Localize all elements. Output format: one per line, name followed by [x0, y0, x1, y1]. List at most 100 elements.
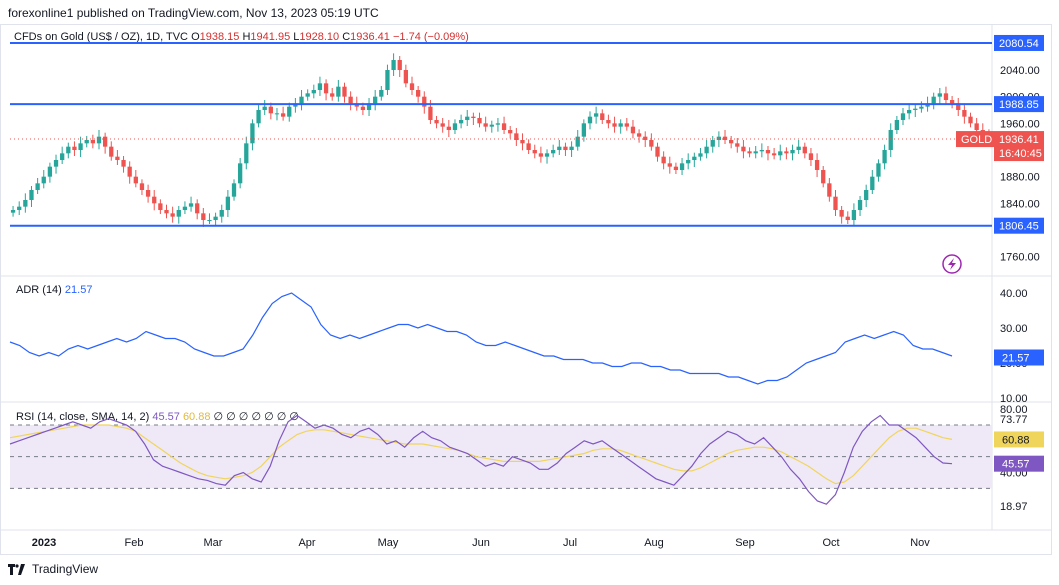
candle-body — [581, 123, 587, 137]
candle-body — [385, 70, 390, 90]
candle-body — [802, 146, 807, 154]
candle-body — [280, 113, 286, 117]
candle-body — [471, 116, 476, 118]
adr-value-badge — [994, 349, 1044, 366]
candle-body — [630, 126, 636, 134]
candle-body — [428, 106, 433, 120]
candle-body — [133, 176, 138, 184]
candle-body — [434, 120, 439, 124]
lightning-icon — [942, 254, 962, 274]
candle-body — [422, 96, 427, 107]
candle-body — [115, 156, 120, 160]
candle-body — [962, 110, 967, 117]
candle-body — [477, 118, 482, 124]
candle-body — [409, 83, 415, 90]
candle-body — [729, 140, 734, 144]
adr-value-label: 21.57 — [1002, 353, 1030, 365]
candle-body — [532, 150, 537, 154]
footer-brand: TradingView — [8, 562, 98, 576]
candle-body — [17, 206, 22, 210]
candle-body — [808, 153, 814, 160]
time-axis-label: Apr — [298, 537, 315, 549]
candle-body — [238, 163, 243, 184]
candle-body — [415, 90, 421, 97]
candle-body — [201, 213, 206, 220]
candle-body — [317, 83, 323, 90]
candle-body — [440, 123, 445, 127]
candle-body — [857, 200, 863, 210]
rsi-ma-value-label: 60.88 — [1002, 434, 1030, 446]
candle-body — [90, 140, 96, 144]
time-axis-label: Aug — [644, 537, 664, 549]
candle-body — [219, 210, 224, 217]
candle-body — [465, 116, 470, 120]
level-price-label: 2080.54 — [999, 38, 1039, 50]
candle-body — [876, 163, 881, 177]
candle-body — [692, 156, 697, 160]
adr-tick-label: 40.00 — [1000, 288, 1028, 300]
candle-body — [851, 210, 857, 220]
candle-body — [225, 196, 231, 210]
open-label: O — [191, 31, 200, 43]
candle-body — [96, 136, 102, 144]
open-value: 1938.15 — [199, 31, 240, 43]
candle-body — [348, 96, 353, 104]
candle-body — [563, 146, 568, 150]
symbol-name-label: GOLD — [961, 134, 992, 146]
candle-body — [814, 160, 820, 170]
candle-body — [176, 210, 181, 217]
level-price-badge — [994, 96, 1044, 113]
rsi-label: RSI (14, close, SMA, 14, 2) — [16, 411, 150, 423]
rsi-ma-line — [9, 424, 953, 485]
candle-body — [323, 83, 329, 94]
low-value: 1928.10 — [299, 31, 340, 43]
candle-body — [373, 96, 378, 104]
candle-body — [311, 90, 316, 94]
adr-label: ADR (14) — [16, 284, 62, 296]
candle-body — [974, 123, 979, 130]
rsi-legend: RSI (14, close, SMA, 14, 2) 45.57 60.88 … — [16, 410, 299, 423]
candle-body — [41, 176, 46, 184]
candle-body — [256, 110, 261, 124]
candle-body — [366, 103, 372, 110]
candle-body — [66, 146, 71, 154]
candle-body — [10, 210, 16, 213]
candle-body — [489, 124, 494, 127]
candle-body — [29, 190, 34, 200]
candle-body — [864, 190, 869, 200]
candle-body — [458, 120, 464, 124]
candle-body — [716, 136, 722, 140]
candle-body — [520, 140, 525, 144]
candle-body — [753, 151, 758, 154]
candle-body — [649, 140, 654, 147]
candle-body — [188, 203, 194, 207]
high-label: H — [242, 31, 251, 43]
rsi-tick-label: 73.77 — [1000, 414, 1028, 426]
price-tick-label: 1960.00 — [1000, 118, 1040, 130]
adr-value: 21.57 — [64, 284, 93, 296]
candle-body — [452, 123, 458, 130]
candle-body — [667, 163, 672, 167]
candle-body — [305, 93, 310, 97]
change-value: −1.74 (−0.09%) — [392, 31, 469, 43]
candle-body — [336, 86, 341, 97]
candle-body — [747, 151, 752, 154]
time-axis-label: Mar — [204, 537, 223, 549]
candle-body — [673, 166, 679, 170]
candle-body — [900, 113, 906, 120]
rsi-glyphs: ∅ ∅ ∅ ∅ ∅ ∅ ∅ — [213, 411, 299, 423]
candle-body — [870, 176, 875, 190]
candle-body — [943, 93, 949, 100]
candle-body — [956, 103, 961, 110]
level-price-label: 1806.45 — [999, 221, 1039, 233]
candle-body — [593, 113, 599, 117]
candle-body — [618, 123, 623, 127]
candle-body — [60, 153, 65, 160]
candle-body — [397, 60, 402, 70]
level-price-badge — [994, 34, 1044, 51]
candle-body — [182, 206, 188, 210]
candle-body — [78, 143, 83, 150]
candle-body — [495, 123, 501, 125]
time-axis-label: 2023 — [32, 537, 56, 549]
